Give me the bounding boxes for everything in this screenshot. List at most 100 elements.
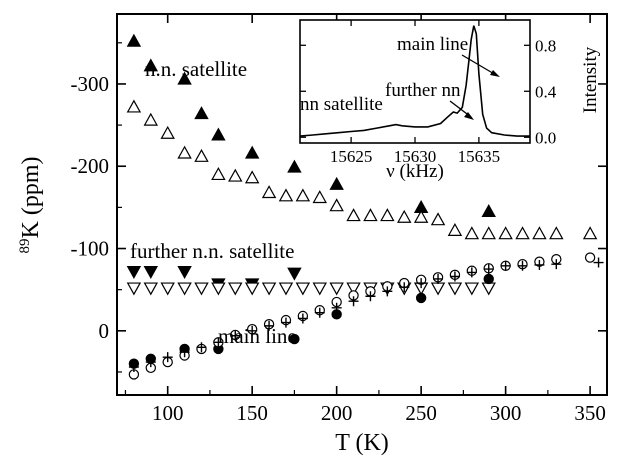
main-x-axis-label: T (K) bbox=[335, 430, 389, 456]
inset-annotation-main-line: main line bbox=[397, 34, 468, 55]
data-point bbox=[582, 226, 598, 240]
inset-y-tick-label: 0.8 bbox=[535, 36, 556, 55]
main-x-tick-label: 250 bbox=[405, 401, 437, 425]
inset-x-axis-label: ν (kHz) bbox=[386, 161, 444, 182]
inset-x-tick-label: 15630 bbox=[394, 147, 437, 166]
data-point bbox=[211, 167, 226, 181]
inset-background bbox=[300, 20, 530, 143]
data-point bbox=[413, 209, 429, 223]
data-point bbox=[244, 282, 260, 296]
inset-annotation-further-nn: further nn bbox=[385, 80, 461, 101]
annotation-main-line: main line bbox=[218, 324, 297, 348]
data-point bbox=[515, 226, 530, 240]
data-point bbox=[532, 226, 547, 240]
data-point bbox=[593, 257, 604, 268]
data-point bbox=[346, 208, 361, 222]
data-point bbox=[433, 273, 444, 284]
data-point bbox=[365, 291, 376, 302]
data-point bbox=[143, 266, 159, 280]
data-point bbox=[211, 127, 226, 141]
y-axis-label-main: K (ppm) bbox=[18, 157, 44, 239]
data-point bbox=[177, 145, 192, 159]
data-point bbox=[264, 320, 275, 331]
data-point bbox=[329, 282, 344, 296]
data-point bbox=[228, 282, 243, 296]
data-point bbox=[314, 307, 325, 318]
main-data-series bbox=[126, 33, 604, 380]
data-point bbox=[517, 260, 528, 271]
data-point bbox=[295, 282, 311, 296]
data-point bbox=[415, 292, 427, 304]
main-y-tick-label: -300 bbox=[71, 72, 110, 96]
data-point bbox=[160, 125, 175, 139]
main-x-tick-label: 150 bbox=[236, 401, 268, 425]
data-point bbox=[228, 168, 243, 182]
y-axis-label-superscript: 89 bbox=[17, 238, 33, 253]
data-point bbox=[126, 266, 142, 280]
inset-spectrum-line bbox=[299, 25, 530, 137]
inset-y-tick-label: 0.0 bbox=[535, 128, 556, 147]
data-point bbox=[312, 282, 327, 296]
data-point bbox=[287, 267, 302, 281]
inset-annotation-nn-satellite: nn satellite bbox=[300, 94, 383, 115]
main-y-tick-label: -200 bbox=[71, 154, 110, 178]
data-point bbox=[346, 282, 361, 296]
data-point bbox=[481, 282, 496, 296]
data-point bbox=[329, 198, 344, 212]
data-point bbox=[244, 145, 260, 159]
data-point bbox=[297, 313, 308, 324]
data-point bbox=[295, 188, 311, 202]
main-y-tick-label: -100 bbox=[71, 237, 110, 261]
data-point bbox=[280, 317, 291, 328]
data-point bbox=[481, 226, 496, 240]
data-point bbox=[498, 226, 513, 240]
data-point bbox=[247, 325, 258, 336]
data-point bbox=[483, 264, 494, 275]
data-point bbox=[213, 337, 224, 348]
data-point bbox=[211, 282, 226, 296]
data-point bbox=[143, 58, 159, 72]
data-point bbox=[399, 282, 410, 293]
main-plot-frame bbox=[116, 13, 608, 396]
main-x-tick-label: 300 bbox=[490, 401, 522, 425]
inset-x-tick-label: 15635 bbox=[458, 147, 501, 166]
inset-y-axis-label: Intensity bbox=[580, 46, 601, 113]
data-point bbox=[126, 282, 142, 296]
data-point bbox=[534, 259, 545, 270]
data-point bbox=[397, 209, 412, 223]
data-point bbox=[464, 282, 480, 296]
data-point bbox=[179, 347, 190, 358]
data-point bbox=[348, 296, 359, 307]
data-point bbox=[464, 226, 480, 240]
main-y-axis-label: 89K (ppm) bbox=[17, 157, 44, 254]
data-point bbox=[331, 302, 342, 313]
data-point bbox=[230, 330, 241, 341]
data-point bbox=[447, 222, 463, 236]
data-point bbox=[194, 148, 209, 162]
data-point bbox=[430, 282, 446, 296]
main-axis-ticks: 100 150 200 250 300 350 -300 -200 -100 0 bbox=[71, 14, 607, 425]
data-point bbox=[177, 71, 192, 85]
data-point bbox=[261, 185, 277, 199]
data-point bbox=[244, 170, 260, 184]
data-point bbox=[196, 342, 207, 353]
data-point bbox=[329, 176, 344, 190]
annotation-further-nn-satellite: further n.n. satellite bbox=[130, 239, 294, 263]
inset-arrowhead-further-nn bbox=[464, 112, 474, 120]
main-x-tick-label: 100 bbox=[152, 401, 184, 425]
data-point bbox=[549, 226, 564, 240]
inset-y-tick-label: 0.4 bbox=[535, 82, 557, 101]
data-point bbox=[500, 260, 511, 271]
inset-arrow-main-line bbox=[461, 54, 497, 76]
main-x-tick-label: 200 bbox=[321, 401, 353, 425]
data-point bbox=[481, 204, 496, 218]
data-point bbox=[447, 282, 463, 296]
data-point bbox=[194, 282, 209, 296]
data-point bbox=[287, 159, 302, 173]
data-point bbox=[177, 266, 192, 280]
data-point bbox=[382, 286, 393, 297]
inset-x-tick-label: 15625 bbox=[330, 147, 373, 166]
data-point bbox=[278, 282, 294, 296]
data-point bbox=[312, 190, 327, 204]
